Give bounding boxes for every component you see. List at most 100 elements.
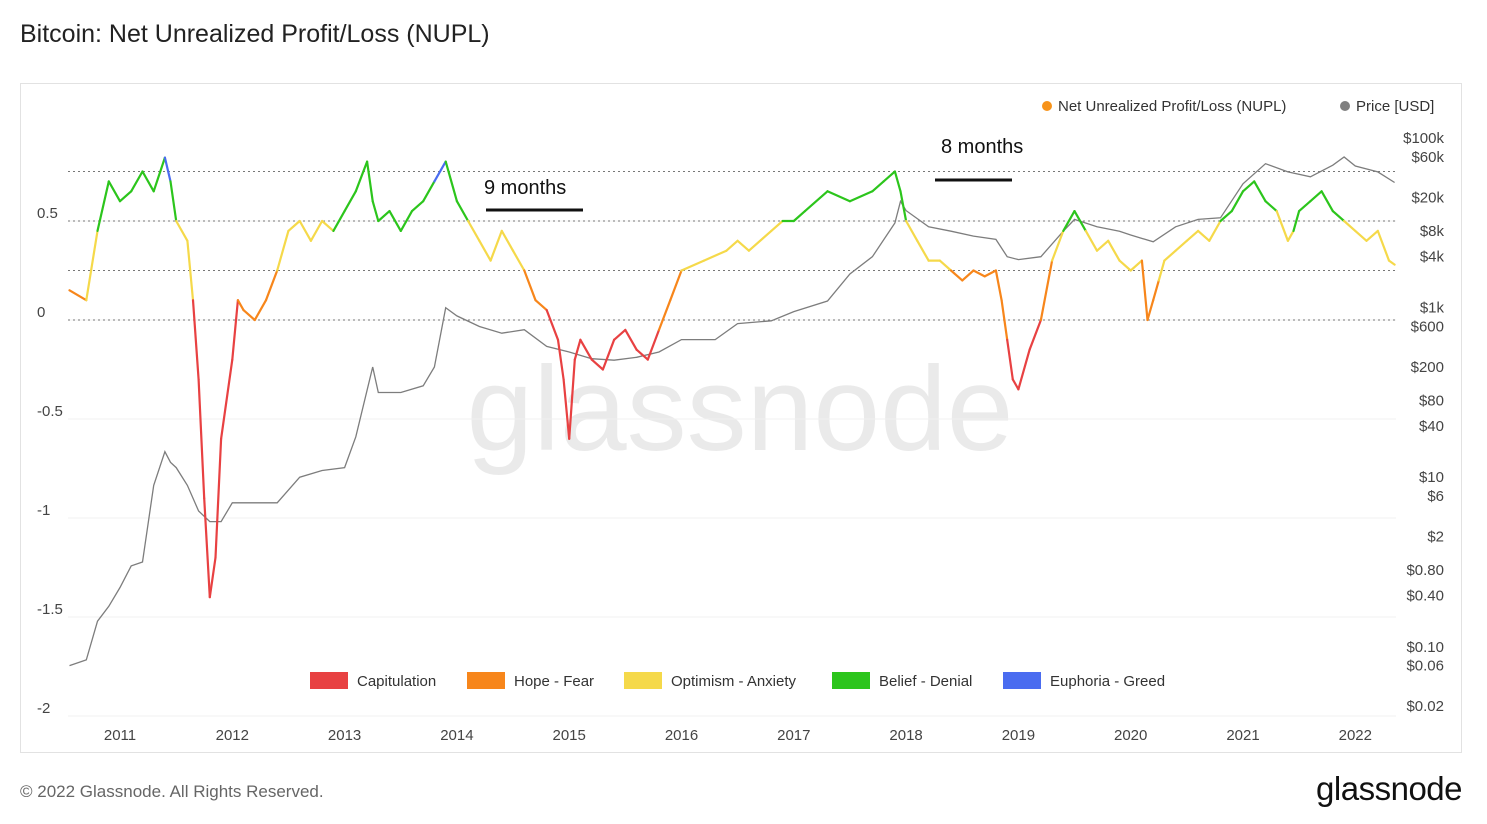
y-right-tick-label: $40 [1419,418,1444,435]
nupl-segment [388,210,402,232]
nupl-segment [489,229,503,262]
nupl-segment [1107,239,1121,262]
nupl-segment [191,299,200,381]
nupl-segment [1253,180,1267,203]
annotation-label: 8 months [941,136,1023,158]
nupl-segment [882,170,897,183]
y-right-tick-label: $0.02 [1406,698,1444,715]
zone-label[interactable]: Belief - Denial [879,673,972,690]
annotation-8-months: 8 months [935,136,1023,182]
nupl-segment [399,210,414,232]
nupl-segment [1017,348,1031,391]
y-left-axis: 0.5 0 -0.5 -1 -1.5 -2 [37,205,63,717]
nupl-segment [916,239,930,262]
nupl-segment [287,219,301,232]
nupl-segment [1000,299,1009,341]
nupl-segment [500,229,515,252]
nupl-segment [354,160,369,193]
nupl-segment [1309,190,1323,203]
nupl-segment [321,219,335,232]
y-right-tick-label: $10 [1419,469,1444,486]
nupl-segment [163,156,172,183]
nupl-segment [1297,200,1312,213]
nupl-segment [1062,210,1076,232]
y-right-tick-label: $0.40 [1406,588,1444,605]
nupl-segment [534,299,548,312]
brand-logo[interactable]: glassnode [1316,770,1462,807]
watermark: glassnode [466,342,1013,476]
nupl-segment [871,180,885,193]
nupl-segment [220,358,234,440]
nupl-segment [433,160,447,183]
nupl-series [68,156,1396,599]
nupl-segment [68,289,88,302]
page-title: Bitcoin: Net Unrealized Profit/Loss (NUP… [20,20,490,48]
nupl-segment [624,328,638,351]
nupl-segment [175,219,189,242]
nupl-segment [1219,210,1233,223]
nupl-segment [118,190,133,203]
nupl-segment [1196,229,1211,242]
zone-label[interactable]: Euphoria - Greed [1050,673,1165,690]
zone-label[interactable]: Capitulation [357,673,436,690]
nupl-segment [366,160,374,203]
nupl-segment [141,170,155,193]
nupl-segment [545,309,560,341]
nupl-segment [152,156,166,193]
nupl-segment [1157,259,1166,282]
nupl-segment [96,180,110,232]
y-left-tick-label: -0.5 [37,403,63,420]
nupl-segment [770,219,784,232]
annotation-9-months: 9 months [484,177,583,212]
y-right-tick-label: $0.80 [1406,562,1444,579]
nupl-segment [455,200,470,223]
y-right-tick-label: $6 [1427,488,1444,505]
zone-swatch [310,672,348,689]
nupl-segment [1146,299,1155,322]
nupl-segment [214,437,223,559]
nupl-segment [85,229,99,302]
nupl-segment [573,338,582,361]
y-right-tick-label: $20k [1411,189,1444,206]
nupl-segment [1095,239,1110,252]
nupl-segment [523,269,537,302]
nupl-segment [949,269,964,282]
y-right-tick-label: $8k [1420,223,1445,240]
zone-label[interactable]: Optimism - Anxiety [671,673,797,690]
nupl-segment [826,190,852,203]
nupl-segment [231,299,239,361]
x-tick-label: 2013 [328,727,361,744]
chart-frame [20,83,1462,753]
nupl-segment [236,299,245,312]
x-axis: 2011 2012 2013 2014 2015 2016 2017 2018 2019 2020… [104,727,1372,744]
nupl-segment [725,239,739,252]
y-left-tick-label: 0.5 [37,205,58,222]
nupl-segment [747,229,773,252]
nupl-segment [478,239,492,262]
y-right-tick-label: $200 [1411,359,1444,376]
nupl-segment [1039,259,1054,322]
x-tick-label: 2019 [1002,727,1035,744]
nupl-segment [568,358,576,440]
nupl-segment [242,309,256,322]
x-tick-label: 2011 [104,727,136,744]
nupl-segment [1342,219,1357,232]
price-line [69,156,1395,667]
zone-label[interactable]: Hope - Fear [514,673,594,690]
nupl-segment [422,180,436,203]
nupl-segment [803,190,829,213]
price-legend-label[interactable]: Price [USD] [1356,98,1434,115]
x-tick-label: 2016 [665,727,698,744]
nupl-segment [332,210,346,232]
nupl-segment [1264,200,1278,213]
x-tick-label: 2022 [1339,727,1372,744]
nupl-segment [612,328,627,341]
nupl-legend-label[interactable]: Net Unrealized Profit/Loss (NUPL) [1058,98,1286,115]
nupl-segment [983,269,998,278]
y-right-tick-label: $0.06 [1406,658,1444,675]
nupl-segment [680,259,706,272]
nupl-segment [1073,210,1087,232]
nupl-segment [1140,259,1149,322]
nupl-segment [893,170,902,193]
